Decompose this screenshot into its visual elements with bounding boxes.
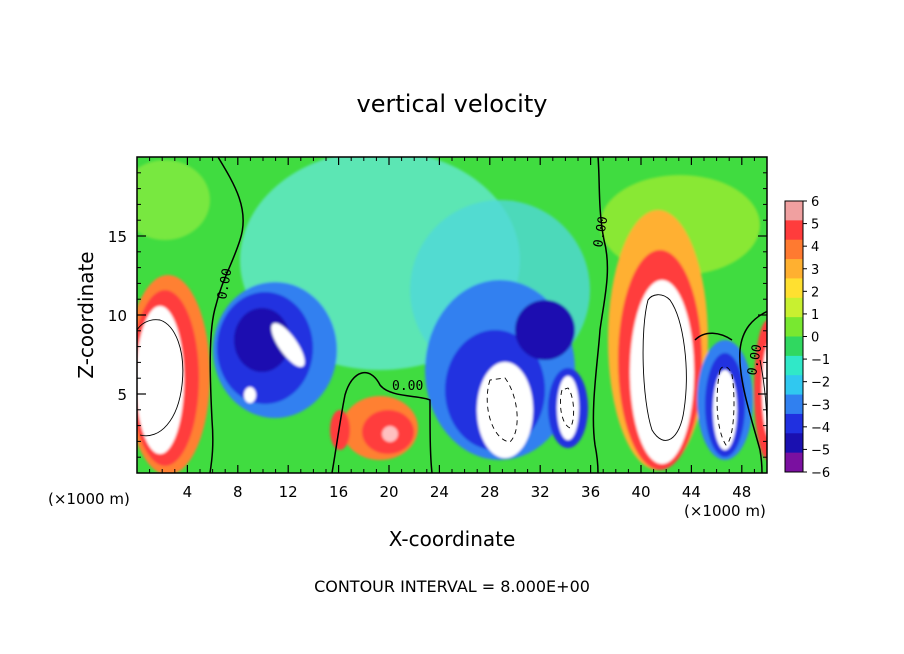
colorbar-tick-label: −2: [811, 376, 830, 391]
colorbar-swatch: [785, 297, 803, 318]
x-tick-label: 48: [732, 483, 751, 501]
contour-line: [137, 319, 184, 437]
colorbar-tick-label: 4: [811, 240, 819, 255]
contour-interval-note: CONTOUR INTERVAL = 8.000E+00: [314, 577, 590, 596]
colorbar-tick-label: 2: [811, 285, 819, 300]
contour-label: 0.00: [215, 267, 235, 300]
x-tick-label: 40: [631, 483, 650, 501]
x-tick-label: 28: [480, 483, 499, 501]
colorbar-swatch: [785, 394, 803, 415]
x-tick-label: 44: [682, 483, 701, 501]
contour-label: 0.00: [591, 215, 611, 248]
colorbar-swatch: [785, 413, 803, 434]
colorbar-tick-label: −6: [811, 466, 830, 481]
x-axis: 4 8 12 16 20 24 28 32 36 40 44 48: [149, 157, 755, 501]
updraft-halo: [754, 320, 767, 460]
colorbar-swatch: [785, 201, 803, 221]
x-tick-label: 20: [379, 483, 398, 501]
zero-contour-line: [739, 310, 767, 473]
x-tick-label: 36: [581, 483, 600, 501]
contour-labels: 0.00 0.00 0.00 0.00: [215, 215, 765, 394]
zero-contour-line: [592, 157, 609, 473]
x-axis-label: X-coordinate: [389, 527, 516, 551]
downdraft-halo: [515, 300, 575, 360]
y-axis: 5 10 15: [108, 172, 767, 458]
downdraft-core: [713, 370, 737, 450]
contour-lines-negative: [486, 366, 735, 446]
zero-contour-line: [331, 371, 433, 473]
colorbar-swatch: [785, 336, 803, 357]
colorbar-swatch: [785, 220, 803, 241]
colorbar-tick-label: −1: [811, 353, 830, 368]
colorbar-tick-label: −4: [811, 421, 830, 436]
downdraft-core: [557, 376, 579, 440]
colorbar-swatch: [785, 375, 803, 396]
contour-line-dashed: [716, 366, 735, 446]
updraft-halo: [330, 410, 350, 450]
zero-contours: [209, 157, 767, 473]
colorbar: 6 5 4 3 2 1 0 −1 −2 −3 −4 −5 −6: [784, 195, 830, 481]
colorbar-swatch: [785, 278, 803, 299]
colorbar-tick-label: −3: [811, 398, 830, 413]
colorbar-swatch: [785, 317, 803, 337]
x-tick-label: 16: [329, 483, 348, 501]
plot-area: [137, 157, 767, 473]
x-tick-label: 12: [279, 483, 298, 501]
weak-updraft-region: [137, 160, 210, 240]
x-tick-label: 32: [531, 483, 550, 501]
colorbar-swatch: [785, 452, 803, 473]
colorbar-swatch: [785, 259, 803, 279]
colorbar-swatch: [785, 239, 803, 260]
y-tick-label: 15: [108, 228, 127, 246]
contour-line-dashed: [559, 387, 575, 429]
downdraft-core: [271, 323, 305, 367]
contour-line: [642, 294, 687, 441]
x-unit-label-right: (×1000 m): [684, 502, 766, 520]
x-tick-label: 8: [233, 483, 243, 501]
zero-contour-line: [694, 332, 733, 341]
colorbar-swatch: [785, 355, 803, 376]
zero-contour-line: [209, 157, 244, 473]
colorbar-tick-label: 1: [811, 308, 819, 323]
updraft-core: [382, 426, 398, 442]
y-tick-label: 5: [117, 386, 127, 404]
colorbar-tick-label: 5: [811, 218, 819, 233]
colorbar-swatch: [785, 433, 803, 454]
colorbar-tick-label: 0: [811, 331, 819, 346]
colorbar-tick-label: 3: [811, 263, 819, 278]
colorbar-tick-label: 6: [811, 195, 819, 210]
downdraft-core: [477, 362, 533, 458]
updraft-core: [630, 280, 694, 464]
x-tick-label: 4: [183, 483, 193, 501]
downdraft-core: [244, 387, 256, 403]
colorbar-tick-label: −5: [811, 443, 830, 458]
x-unit-label: (×1000 m): [48, 490, 130, 508]
chart-title: vertical velocity: [357, 90, 548, 118]
x-tick-label: 24: [430, 483, 449, 501]
contour-label: 0.00: [745, 343, 765, 376]
contour-label: 0.00: [392, 379, 423, 394]
y-axis-label: Z-coordinate: [74, 251, 98, 378]
y-tick-label: 10: [108, 307, 127, 325]
